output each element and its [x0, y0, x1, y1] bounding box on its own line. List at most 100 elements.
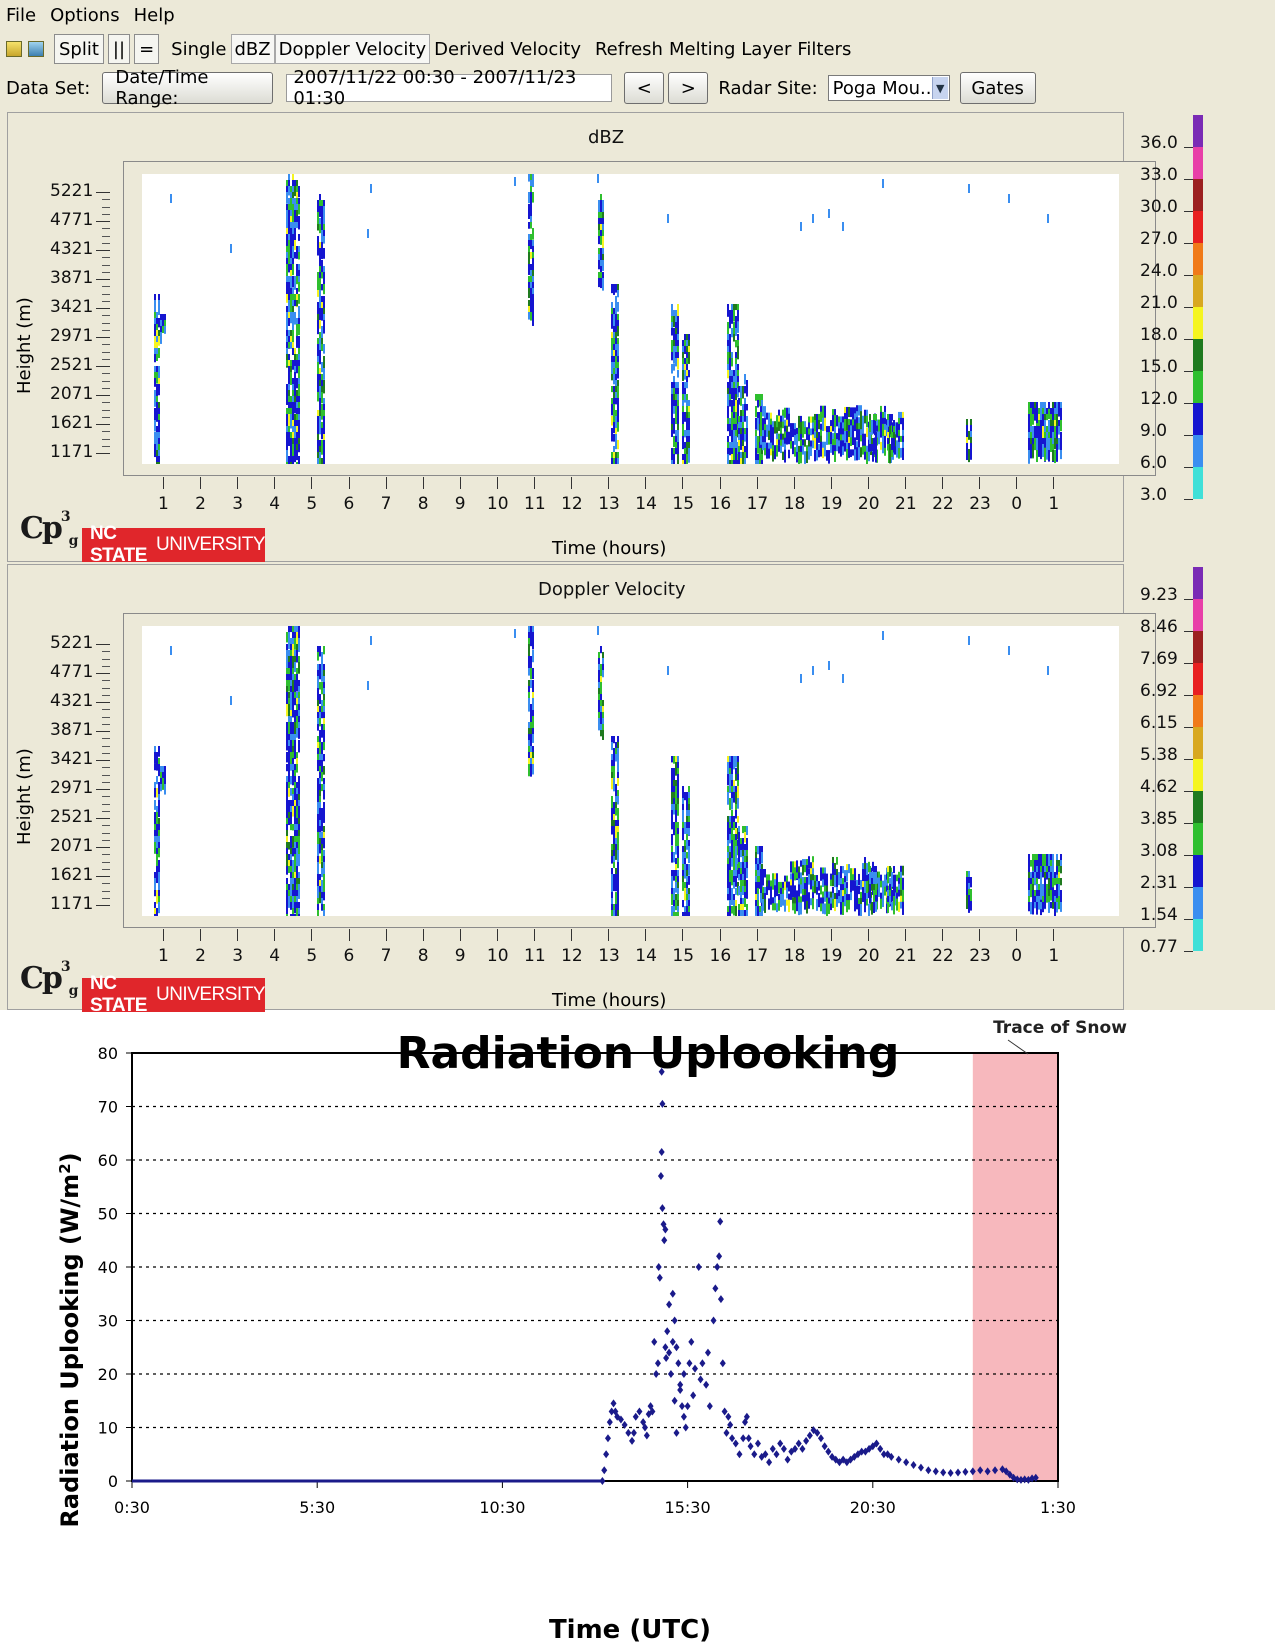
- data-point: [810, 1426, 817, 1435]
- radar-echo-cell: [776, 879, 778, 888]
- radar-echo-cell: [731, 798, 733, 810]
- radar-echo-cell: [294, 360, 296, 367]
- open-folder-icon[interactable]: [6, 41, 22, 57]
- data-point: [1014, 1475, 1021, 1484]
- radar-echo-cell: [323, 320, 325, 334]
- data-point: [643, 1431, 650, 1440]
- radar-echo-cell: [288, 198, 290, 208]
- radar-echo-cell: [154, 366, 156, 374]
- menu-file[interactable]: File: [6, 4, 37, 26]
- radar-echo-cell: [1046, 450, 1048, 460]
- doppler-velocity-button[interactable]: Doppler Velocity: [274, 34, 431, 64]
- dbz-button[interactable]: dBZ: [230, 34, 275, 64]
- refresh-button[interactable]: Refresh: [594, 38, 663, 60]
- radar-echo-cell: [321, 724, 323, 738]
- radar-echo-cell: [598, 688, 600, 695]
- split-button[interactable]: Split: [54, 34, 104, 64]
- data-point: [903, 1458, 910, 1467]
- radar-site-select[interactable]: Poga Mou... ▼: [827, 75, 950, 101]
- x-tick-label: 1: [1048, 946, 1060, 966]
- melting-layer-button[interactable]: Melting Layer: [668, 38, 792, 60]
- radar-echo-cell: [611, 772, 613, 784]
- x-tick-label: 13: [598, 494, 620, 514]
- date-time-range-button[interactable]: Date/Time Range:: [102, 67, 274, 109]
- data-point: [710, 1316, 717, 1325]
- radar-echo-cell: [296, 890, 298, 899]
- radar-echo-cell: [778, 893, 780, 905]
- radar-echo-cell: [294, 300, 296, 307]
- next-button[interactable]: >: [668, 72, 709, 104]
- radar-echo-cell: [684, 334, 686, 343]
- dbz-plot-area[interactable]: [142, 174, 1119, 476]
- radar-echo-cell: [292, 884, 294, 895]
- radar-echo-cell: [321, 428, 323, 440]
- radar-echo-cell: [298, 788, 300, 796]
- radar-echo-cell: [755, 876, 757, 888]
- radar-echo-cell: [729, 834, 731, 844]
- radar-echo-cell: [731, 304, 733, 311]
- radar-echo-cell: [686, 340, 688, 350]
- radar-echo-cell: [838, 446, 840, 454]
- radar-echo-cell: [296, 866, 298, 875]
- radar-echo-cell: [798, 902, 800, 916]
- radar-echo-cell: [828, 432, 830, 445]
- gates-button[interactable]: Gates: [959, 72, 1036, 104]
- menu-options[interactable]: Options: [50, 4, 120, 26]
- radar-echo-cell: [292, 276, 294, 288]
- radar-echo-cell: [290, 752, 292, 762]
- filters-button[interactable]: Filters: [797, 38, 852, 60]
- radar-echo-cell: [294, 806, 296, 819]
- radar-echo-cell: [766, 874, 768, 883]
- radar-echo-cell: [1050, 866, 1052, 875]
- date-time-range-field[interactable]: 2007/11/22 00:30 - 2007/11/23 01:30: [286, 67, 613, 109]
- radar-echo-cell: [830, 420, 832, 428]
- single-button[interactable]: Single: [171, 38, 227, 60]
- radar-echo-cell: [1052, 902, 1054, 909]
- radar-echo-cell: [1038, 438, 1040, 445]
- radar-echo-cell: [317, 652, 319, 661]
- data-point: [662, 1343, 669, 1352]
- radar-echo-cell: [746, 446, 748, 459]
- radar-echo-cell: [321, 200, 323, 210]
- radar-echo-cell: [686, 900, 688, 911]
- radar-echo-cell: [1052, 860, 1054, 872]
- radar-echo-cell: [733, 436, 735, 446]
- radar-echo-cell: [323, 832, 325, 844]
- radar-echo-cell: [298, 848, 300, 858]
- radar-echo-cell: [761, 846, 763, 854]
- radar-echo-cell: [158, 336, 160, 346]
- radar-echo-cell: [323, 398, 325, 405]
- stacked-button[interactable]: =: [134, 34, 160, 64]
- radar-echo-cell: [862, 887, 864, 897]
- radar-echo-cell: [893, 426, 895, 435]
- radar-echo-cell: [286, 420, 288, 429]
- radar-echo-cell: [737, 786, 739, 798]
- x-tick-label: 6: [343, 946, 355, 966]
- derived-velocity-button[interactable]: Derived Velocity: [434, 38, 581, 60]
- x-tick: [163, 477, 164, 489]
- x-tick-label: 22: [932, 946, 954, 966]
- y-tick: [96, 876, 110, 877]
- radar-echo-cell: [1028, 854, 1030, 862]
- radar-echo-cell: [600, 646, 602, 654]
- prev-button[interactable]: <: [624, 72, 665, 104]
- chevron-down-icon[interactable]: ▼: [931, 77, 948, 99]
- radar-echo-cell: [1058, 420, 1060, 427]
- radar-echo-cell: [834, 421, 836, 432]
- radar-echo-cell: [810, 874, 812, 885]
- radar-echo-cell: [298, 294, 300, 304]
- radar-echo-cell: [1030, 450, 1032, 459]
- menu-help[interactable]: Help: [133, 4, 175, 26]
- radar-echo-cell: [810, 868, 812, 875]
- radar-echo-cell: [675, 792, 677, 805]
- radar-echo-cell: [762, 869, 764, 879]
- radar-echo-cell: [740, 880, 742, 891]
- doppler-plot-area[interactable]: [142, 626, 1119, 926]
- save-icon[interactable]: [28, 41, 44, 57]
- x-tick: [348, 477, 350, 489]
- radar-echo-cell: [288, 264, 290, 273]
- side-by-side-button[interactable]: ||: [107, 34, 131, 64]
- radar-echo-cell: [746, 856, 748, 864]
- radar-echo-cell: [323, 736, 325, 747]
- radar-echo-cell: [746, 862, 748, 873]
